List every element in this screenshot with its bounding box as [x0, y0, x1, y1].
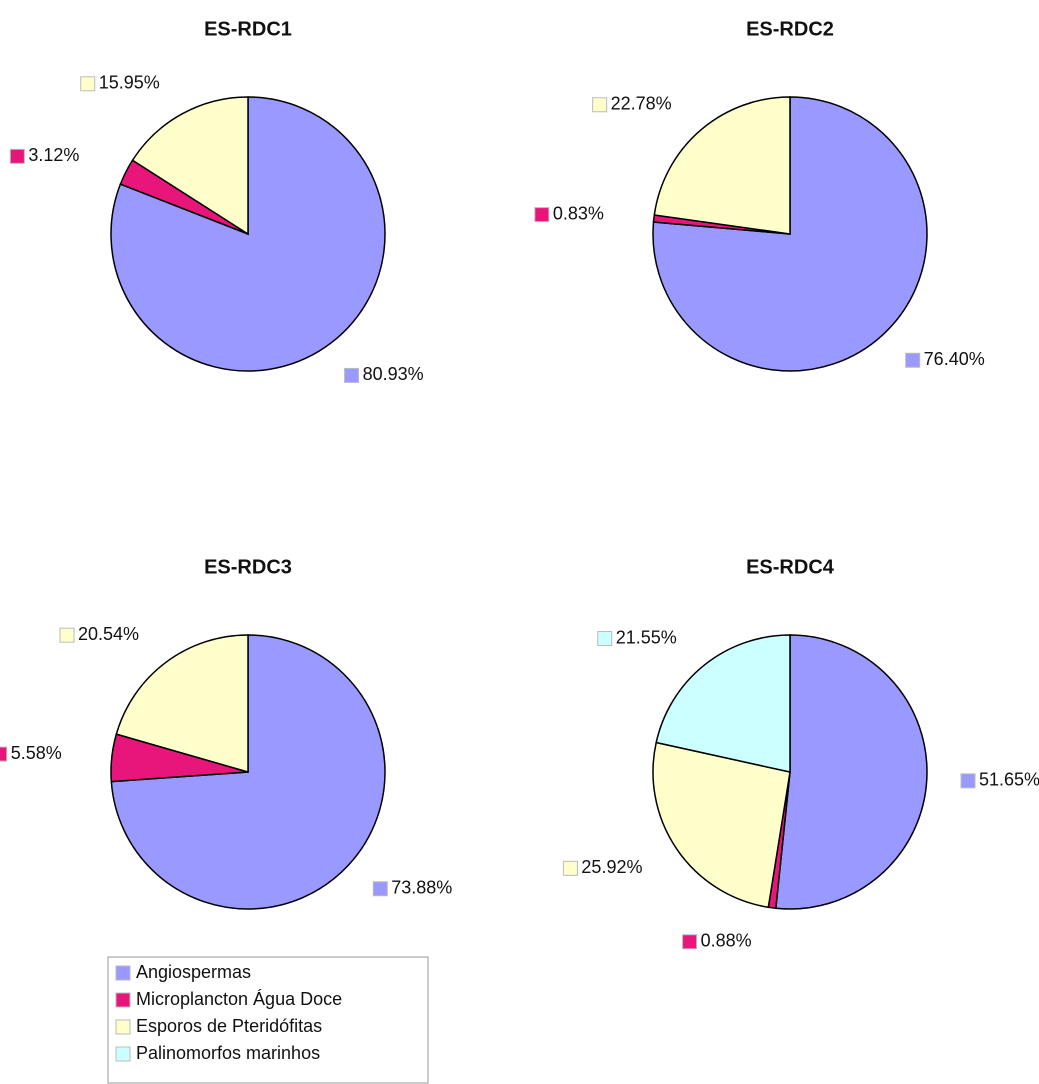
label-swatch [597, 631, 613, 647]
label-swatch [592, 97, 608, 113]
label-swatch [59, 627, 75, 643]
data-label: 76.40% [924, 349, 985, 369]
label-swatch [534, 207, 550, 223]
data-label: 21.55% [616, 627, 677, 647]
pie-slice [652, 741, 791, 909]
legend-label: Esporos de Pteridófitas [136, 1016, 322, 1036]
label-swatch [344, 367, 360, 383]
legend-swatch [115, 965, 131, 981]
legend-swatch [115, 1019, 131, 1035]
pie-slice [655, 634, 791, 773]
chart-title: ES-RDC1 [204, 18, 292, 40]
pie-slice [653, 96, 791, 235]
data-label: 25.92% [581, 857, 642, 877]
data-label: 22.78% [611, 94, 672, 114]
data-label: 0.88% [701, 931, 752, 951]
data-label: 51.65% [979, 770, 1039, 790]
label-swatch [0, 746, 8, 762]
legend-label: Palinomorfos marinhos [136, 1043, 320, 1063]
chart-title: ES-RDC2 [746, 18, 834, 40]
legend-swatch [115, 1046, 131, 1062]
legend-label: Angiospermas [136, 962, 251, 982]
legend-swatch [115, 992, 131, 1008]
chart-title: ES-RDC4 [746, 556, 835, 578]
label-swatch [905, 352, 921, 368]
data-label: 5.58% [11, 743, 62, 763]
label-swatch [80, 76, 96, 92]
data-label: 20.54% [78, 624, 139, 644]
pie-slice [652, 96, 928, 372]
chart-title: ES-RDC3 [204, 556, 292, 578]
data-label: 80.93% [363, 364, 424, 384]
pie-slice [131, 96, 249, 236]
label-swatch [960, 773, 976, 789]
label-swatch [9, 148, 25, 164]
data-label: 15.95% [99, 73, 160, 93]
pie-slice [774, 634, 928, 910]
label-swatch [372, 881, 388, 897]
data-label: 73.88% [391, 878, 452, 898]
pie-slice [115, 634, 249, 773]
legend-box [107, 956, 429, 1084]
data-label: 3.12% [28, 145, 79, 165]
label-swatch [682, 934, 698, 950]
legend-label: Microplancton Água Doce [136, 989, 342, 1009]
data-label: 0.83% [553, 203, 604, 223]
label-swatch [562, 860, 578, 876]
